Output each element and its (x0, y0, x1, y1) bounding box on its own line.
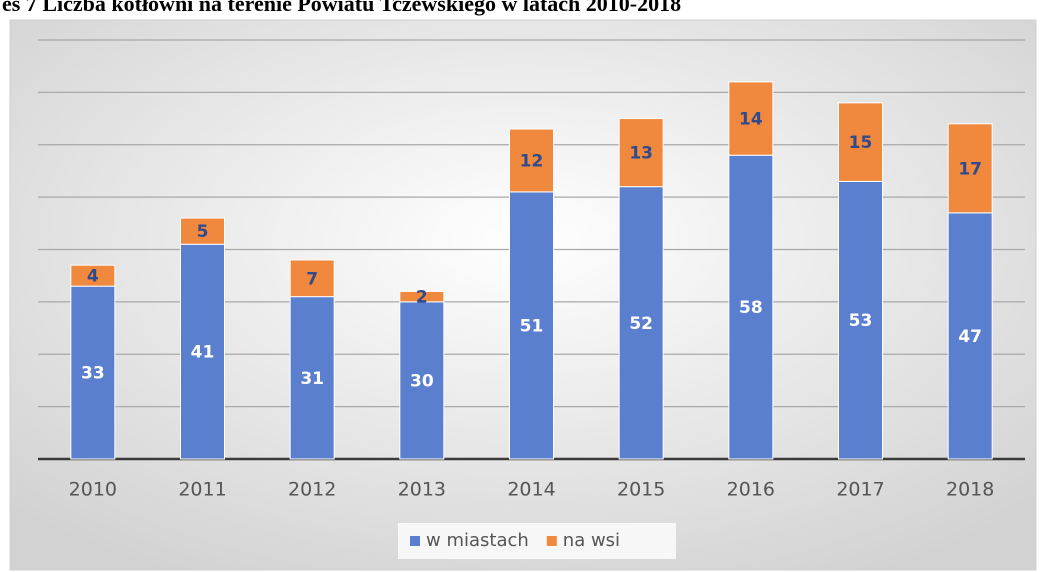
x-tick-label: 2018 (946, 479, 994, 501)
data-label: 14 (739, 110, 763, 130)
x-tick-label: 2012 (288, 479, 336, 501)
data-label: 33 (81, 364, 105, 384)
x-tick-label: 2013 (398, 479, 446, 501)
bar-segment (399, 301, 445, 460)
data-label: 58 (739, 298, 763, 318)
bar-segment (838, 102, 883, 182)
data-label: 52 (629, 314, 653, 334)
legend-label: w miastach (426, 530, 529, 551)
data-label: 53 (849, 311, 873, 331)
legend-label: na wsi (563, 530, 620, 551)
bar-segment (180, 217, 225, 245)
data-label: 17 (958, 159, 982, 179)
bar-segment (509, 128, 554, 193)
data-label: 31 (300, 369, 324, 389)
data-label: 4 (87, 267, 99, 287)
data-label: 51 (520, 316, 544, 336)
data-label: 12 (520, 151, 544, 171)
bar-segment (947, 212, 993, 460)
bar-segment (618, 186, 664, 460)
legend-swatch (546, 536, 557, 546)
data-label: 47 (958, 327, 982, 347)
bar-segment (289, 259, 335, 298)
bar-segment (509, 191, 554, 460)
bar-segment (70, 285, 116, 460)
data-label: 2 (416, 288, 428, 308)
bar-segment (947, 123, 993, 214)
data-label: 13 (629, 144, 653, 164)
bar-segment (728, 81, 774, 156)
bar-segment (838, 180, 883, 460)
data-label: 30 (410, 371, 434, 391)
bar-segment (70, 264, 116, 287)
x-tick-label: 2016 (727, 479, 775, 501)
legend-swatch (410, 536, 420, 546)
x-tick-label: 2017 (836, 479, 884, 501)
legend-box (398, 523, 676, 559)
bar-segment (618, 118, 664, 188)
bar-segment (289, 296, 335, 460)
bar-segment (728, 154, 774, 460)
data-label: 7 (306, 269, 318, 289)
data-label: 41 (191, 343, 215, 363)
x-tick-label: 2010 (69, 479, 117, 501)
x-tick-label: 2015 (617, 479, 665, 501)
chart-title: es 7 Liczba kotłowni na terenie Powiatu … (2, 0, 681, 16)
data-label: 15 (849, 133, 873, 153)
bar-segment (399, 290, 445, 303)
x-tick-label: 2011 (178, 479, 226, 501)
x-tick-label: 2014 (507, 479, 555, 501)
data-label: 5 (197, 222, 209, 242)
